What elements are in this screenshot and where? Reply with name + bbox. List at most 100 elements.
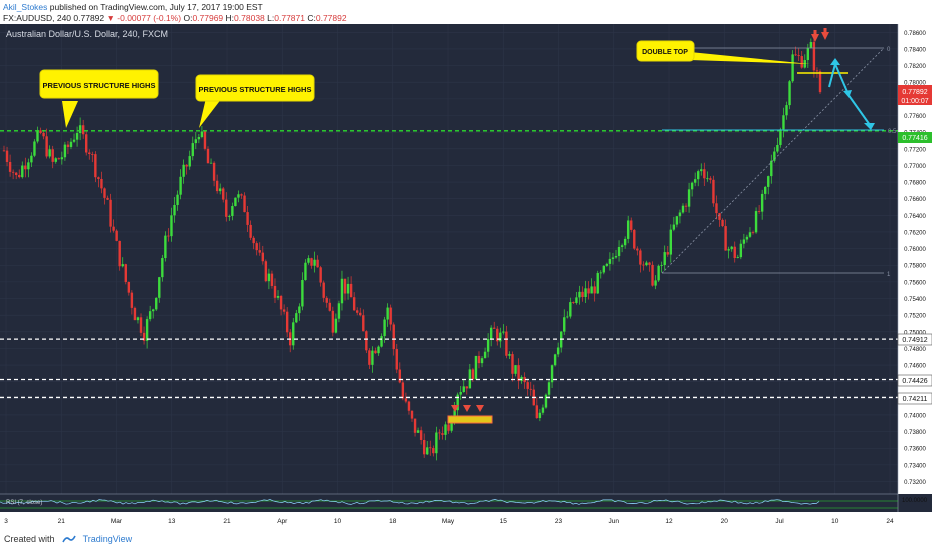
candle-body [426,447,429,455]
price-tick-label: 0.74600 [904,364,926,370]
candle-body [85,134,88,153]
candle-body [127,281,131,293]
price-change: ▼ -0.00077 (-0.1%) [106,13,182,23]
candle-body [191,143,194,157]
candle-body [727,249,730,251]
candle-body [258,250,261,253]
candle-body [215,180,219,192]
candle-body [608,258,612,264]
candle-body [623,238,627,246]
price-chart[interactable]: Australian Dollar/U.S. Dollar, 240, FXCM… [0,24,932,529]
candle-body [697,171,700,180]
candle-body [444,424,447,435]
candle-body [465,386,469,389]
candle-body [614,256,618,258]
candle-body [459,392,462,395]
candle-body [797,55,800,57]
candle-body [578,291,581,298]
candle-body [228,215,231,217]
candle-body [496,328,499,342]
time-axis[interactable] [0,512,932,529]
fib-label-05: 0.5 [888,129,897,135]
candle-body [155,297,158,310]
candle-body [185,164,188,167]
price-tick-label: 0.78400 [904,47,926,53]
candle-body [349,283,353,298]
fib-retracement[interactable]: 0 0.5 1 [661,47,897,278]
candle-body [663,252,666,266]
tradingview-brand[interactable]: TradingView [82,534,133,544]
arrow-down-icon [451,405,459,412]
level-3-tag [897,392,932,405]
candle-body [276,295,280,298]
candle-body [410,410,414,419]
time-tick-label: 21 [223,518,231,525]
candle-body [106,197,109,200]
candle-body [544,394,548,408]
structure-price-tag [898,132,932,143]
candle-body [33,141,36,156]
candle-body [563,317,566,332]
candle-body [590,286,593,294]
price-tick-label: 0.73200 [904,480,926,486]
candle-body [340,278,344,304]
candle-body [584,288,587,298]
candle-body [355,310,359,313]
time-tick-label: 10 [831,518,839,525]
candle-body [30,155,33,163]
level-1-tag-text: 0.74912 [902,337,927,344]
candle-body [508,354,511,356]
level-3-tag-text: 0.74211 [903,396,928,403]
candle-body [593,286,596,294]
time-tick-label: 18 [389,518,397,525]
rsi-pane[interactable]: RSI (7, close) 100.0000 [0,493,928,509]
bottom-zone-box [447,415,493,424]
candle-body [553,354,557,366]
callout-right[interactable]: PREVIOUS STRUCTURE HIGHS [195,74,315,128]
candle-body [48,149,51,157]
candle-body [538,412,542,419]
double-top-callout[interactable]: DOUBLE TOP [636,40,848,74]
callout-left-text: PREVIOUS STRUCTURE HIGHS [43,81,156,90]
level-2-tag [897,374,932,387]
time-axis-labels: 3 21 Mar 13 21 Apr 10 18 May 15 23 Jun 12 20 Jul 10 24 [4,518,894,525]
candle-body [197,137,201,140]
candle-body [130,292,134,308]
candle-body [222,188,225,200]
candle-body [63,144,67,158]
candle-body [633,229,636,249]
candle-body [794,54,797,56]
price-tick-label: 0.76800 [904,181,926,187]
candle-body [687,189,691,207]
price-tick-label: 0.77600 [904,114,926,120]
candle-body [240,194,243,196]
candle-body [118,240,121,267]
candle-body [480,358,484,364]
candle-body [432,448,435,454]
candle-body [395,349,398,370]
candle-body [97,177,100,179]
candle-body [422,439,426,455]
candle-body [724,226,727,251]
candle-body [754,211,758,233]
candle-body [739,243,743,258]
candle-body [493,327,496,329]
candle-body [450,419,453,431]
candle-body [419,430,423,440]
time-tick-label: 24 [886,518,894,525]
projection-arrows [828,58,875,130]
candle-body [365,331,368,351]
candle-body [279,295,283,310]
candle-body [776,144,779,152]
candle-body [617,246,621,257]
candle-body [514,365,517,374]
candle-body [176,194,179,205]
author-name[interactable]: Akil_Stokes [3,2,48,12]
low-label: L: [267,13,275,23]
candle-body [611,257,615,259]
time-tick-label: Apr [277,518,288,525]
callout-left[interactable]: PREVIOUS STRUCTURE HIGHS [39,69,159,128]
rsi-label: RSI (7, close) [6,500,42,506]
candle-body [313,259,316,266]
candle-body [474,355,478,380]
